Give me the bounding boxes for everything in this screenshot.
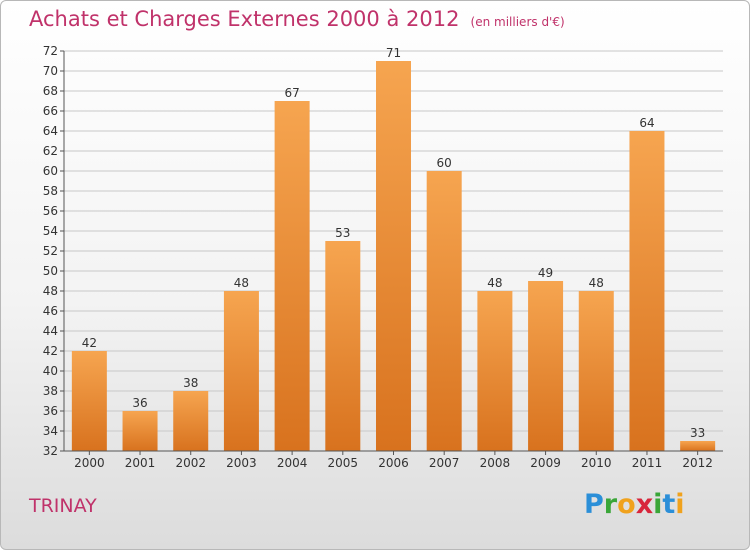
- commune-name: TRINAY: [29, 495, 97, 517]
- bar-2010: [578, 291, 614, 451]
- bar-2009: [528, 281, 564, 451]
- x-tick-label: 2009: [530, 456, 561, 470]
- y-tick-label: 66: [43, 104, 58, 118]
- y-tick-label: 68: [43, 84, 58, 98]
- chart-title-text: Achats et Charges Externes 2000 à 2012: [29, 7, 460, 31]
- y-tick-label: 44: [43, 324, 58, 338]
- chart-unit-label: (en milliers d'€): [470, 15, 565, 29]
- y-tick-label: 36: [43, 404, 58, 418]
- y-tick-label: 42: [43, 344, 58, 358]
- y-tick-label: 38: [43, 384, 58, 398]
- bar-2001: [122, 411, 158, 451]
- data-label-2002: 38: [183, 376, 198, 390]
- data-label-2011: 64: [639, 116, 654, 130]
- y-tick-label: 52: [43, 244, 58, 258]
- data-label-2000: 42: [82, 336, 97, 350]
- data-label-2003: 48: [234, 276, 249, 290]
- y-tick-label: 64: [43, 124, 58, 138]
- data-label-2004: 67: [284, 86, 299, 100]
- y-tick-label: 46: [43, 304, 58, 318]
- y-tick-label: 60: [43, 164, 58, 178]
- x-tick-label: 2000: [74, 456, 105, 470]
- data-label-2012: 33: [690, 426, 705, 440]
- y-tick-label: 56: [43, 204, 58, 218]
- y-tick-label: 70: [43, 64, 58, 78]
- x-tick-label: 2005: [328, 456, 359, 470]
- bar-2007: [426, 171, 462, 451]
- bar-2006: [376, 61, 411, 451]
- x-tick-label: 2003: [226, 456, 257, 470]
- data-label-2008: 48: [487, 276, 502, 290]
- chart-title: Achats et Charges Externes 2000 à 2012 (…: [29, 7, 565, 31]
- x-tick-label: 2004: [277, 456, 308, 470]
- data-label-2009: 49: [538, 266, 553, 280]
- y-tick-label: 58: [43, 184, 58, 198]
- x-tick-label: 2011: [632, 456, 663, 470]
- x-tick-label: 2001: [125, 456, 156, 470]
- x-tick-label: 2012: [682, 456, 713, 470]
- y-tick-label: 32: [43, 444, 58, 458]
- y-tick-label: 54: [43, 224, 58, 238]
- x-tick-label: 2006: [378, 456, 409, 470]
- bar-2000: [71, 351, 107, 451]
- y-axis-ticks: 32 34 36 38 40 42 44 46 48 50 52 54 56 58 60 62 64 66 68 70…: [43, 44, 64, 458]
- x-tick-label: 2002: [175, 456, 206, 470]
- data-label-2001: 36: [132, 396, 147, 410]
- bar-2004: [274, 101, 310, 451]
- data-labels: 42 36 38 48 67 53 71 60 48 49 48 64 33: [82, 46, 706, 440]
- data-label-2005: 53: [335, 226, 350, 240]
- y-tick-label: 40: [43, 364, 58, 378]
- data-label-2010: 48: [589, 276, 604, 290]
- x-tick-label: 2010: [581, 456, 612, 470]
- x-axis-ticks: 2000 2001 2002 2003 2004 2005 2006 2007 2008 2009…: [74, 451, 713, 470]
- x-tick-label: 2008: [480, 456, 511, 470]
- data-label-2007: 60: [437, 156, 452, 170]
- bar-2005: [325, 241, 361, 451]
- bar-2003: [223, 291, 259, 451]
- bar-2011: [629, 131, 665, 451]
- y-tick-label: 50: [43, 264, 58, 278]
- y-tick-label: 48: [43, 284, 58, 298]
- x-tick-label: 2007: [429, 456, 460, 470]
- bars: [71, 61, 716, 451]
- proxiti-logo[interactable]: Proxiti: [584, 489, 685, 520]
- bar-2008: [477, 291, 513, 451]
- bar-2002: [173, 391, 209, 451]
- y-tick-label: 72: [43, 44, 58, 58]
- bar-2012: [680, 441, 716, 451]
- y-tick-label: 62: [43, 144, 58, 158]
- data-label-2006: 71: [386, 46, 401, 60]
- y-tick-label: 34: [43, 424, 58, 438]
